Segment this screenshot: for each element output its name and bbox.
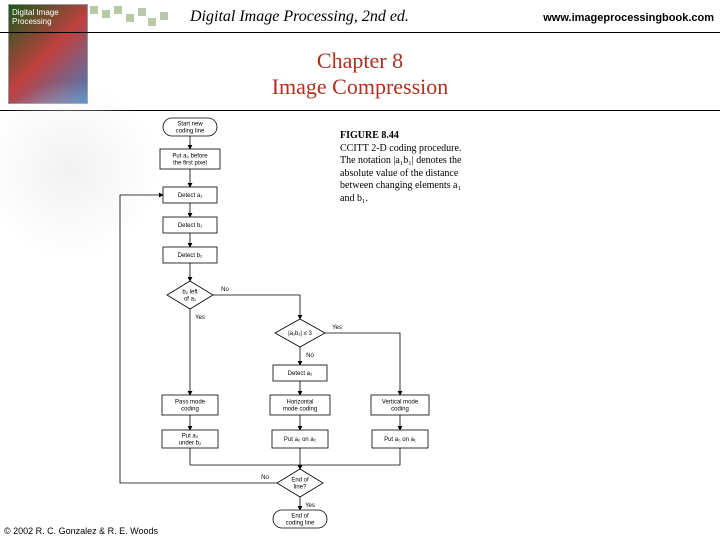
svg-text:Start newcoding line: Start newcoding line	[176, 122, 205, 135]
flowchart-node-passmode: Pass modecoding	[162, 395, 218, 415]
flowchart-node-puta0b2: Put a₀under b₂	[162, 430, 218, 448]
svg-text:Put a₀ beforethe first pixel: Put a₀ beforethe first pixel	[172, 154, 208, 167]
figure-number: FIGURE 8.44	[340, 130, 399, 141]
svg-text:Detect b₂: Detect b₂	[178, 253, 203, 259]
edge-label: No	[261, 475, 269, 481]
chapter-line1: Chapter 8	[0, 48, 720, 74]
book-cover-text: Digital Image Processing	[9, 5, 87, 29]
svg-text:Put a₀ on a₂: Put a₀ on a₂	[284, 437, 317, 443]
svg-text:Detect b₁: Detect b₁	[178, 223, 202, 229]
flowchart-node-a1b1: |a₁b₁| ≤ 3	[275, 319, 325, 347]
flowchart-node-eol: End ofline?	[277, 469, 323, 497]
flowchart-node-puta0a1: Put a₀ on a₁	[372, 430, 428, 448]
flowchart-node-detectb2: Detect b₂	[163, 247, 217, 263]
flowchart-edge	[300, 448, 400, 469]
edge-label: Yes	[305, 503, 315, 509]
flowchart-node-endcode: End ofcoding line	[273, 510, 327, 528]
flowchart-node-vertmode: Vertical modecoding	[371, 395, 429, 415]
flowchart-node-puta0a2: Put a₀ on a₂	[272, 430, 328, 448]
flowchart-edge	[325, 333, 400, 395]
flowchart-node-b2left: b₂ leftof a₁	[167, 281, 213, 309]
edge-label: Yes	[332, 325, 342, 331]
svg-text:Detect a₂: Detect a₂	[288, 371, 313, 377]
flowchart-node-detecta1: Detect a₁	[163, 187, 217, 203]
svg-text:b₂ leftof a₁: b₂ leftof a₁	[182, 290, 198, 303]
flowchart-node-detectb1: Detect b₁	[163, 217, 217, 233]
flowchart-node-detecta2: Detect a₂	[273, 365, 327, 381]
svg-text:Horizontalmode coding: Horizontalmode coding	[283, 400, 317, 413]
book-title: Digital Image Processing, 2nd ed.	[190, 8, 409, 26]
header-rule-1	[0, 32, 720, 33]
flowchart-node-horizmode: Horizontalmode coding	[270, 395, 330, 415]
edge-label: No	[221, 287, 229, 293]
flowchart-edge	[190, 448, 300, 469]
flowchart-edge	[213, 295, 300, 319]
edge-label: No	[306, 353, 314, 359]
flowchart-node-puta0: Put a₀ beforethe first pixel	[160, 149, 220, 169]
svg-text:|a₁b₁| ≤ 3: |a₁b₁| ≤ 3	[288, 331, 312, 337]
svg-text:Put a₀ on a₁: Put a₀ on a₁	[384, 437, 416, 443]
flowchart-node-start: Start newcoding line	[163, 118, 217, 136]
edge-label: Yes	[195, 315, 205, 321]
url: www.imageprocessingbook.com	[543, 12, 714, 24]
svg-text:Detect a₁: Detect a₁	[178, 193, 202, 199]
figure-caption-text: CCITT 2-D coding procedure. The notation…	[340, 143, 462, 204]
figure-caption: FIGURE 8.44 CCITT 2-D coding procedure. …	[340, 130, 470, 205]
